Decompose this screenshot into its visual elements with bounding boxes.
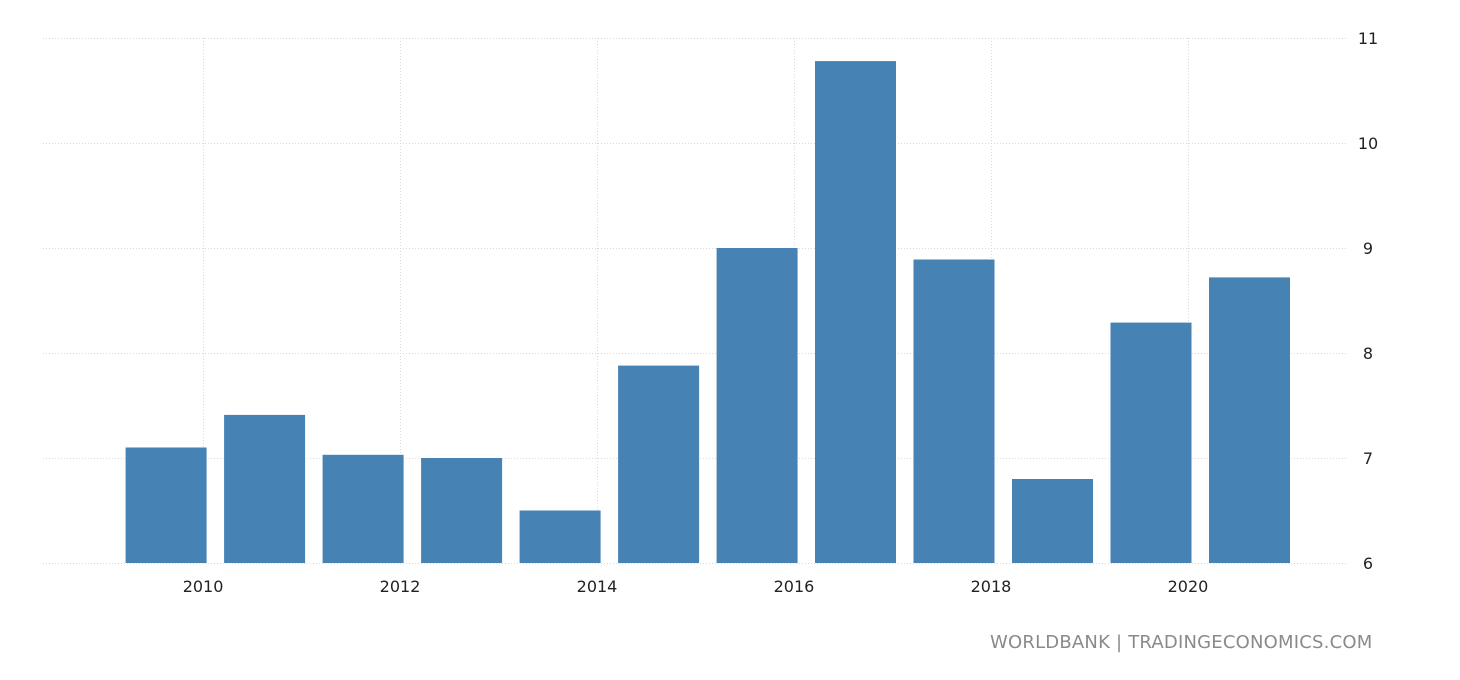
bar: [618, 365, 700, 563]
x-tick-label: 2018: [971, 577, 1012, 596]
x-tick-label: 2012: [380, 577, 421, 596]
bar: [125, 447, 207, 563]
y-tick-label: 10: [1358, 134, 1378, 153]
x-tick-label: 2016: [774, 577, 815, 596]
grid-lines: [43, 38, 1348, 564]
y-tick-label: 7: [1363, 449, 1373, 468]
bar: [224, 414, 306, 563]
bar: [421, 458, 503, 563]
bar: [716, 248, 798, 563]
y-tick-label: 8: [1363, 344, 1373, 363]
y-tick-label: 6: [1363, 554, 1373, 573]
bar: [519, 510, 601, 563]
bar: [1110, 322, 1192, 563]
y-tick-label: 11: [1358, 29, 1378, 48]
x-tick-label: 2010: [183, 577, 224, 596]
y-axis-ticks: 6 7 8 9 10 11: [1358, 29, 1378, 573]
x-tick-label: 2020: [1168, 577, 1209, 596]
source-attribution: WORLDBANK | TRADINGECONOMICS.COM: [990, 632, 1373, 653]
bar: [1209, 277, 1290, 563]
x-axis-ticks: 2010 2012 2014 2016 2018 2020: [183, 577, 1209, 596]
x-tick-label: 2014: [577, 577, 618, 596]
bar: [815, 61, 896, 563]
bars: [125, 61, 1290, 563]
bar: [322, 454, 404, 563]
bar: [913, 259, 995, 563]
bar: [1012, 479, 1093, 563]
y-tick-label: 9: [1363, 239, 1373, 258]
